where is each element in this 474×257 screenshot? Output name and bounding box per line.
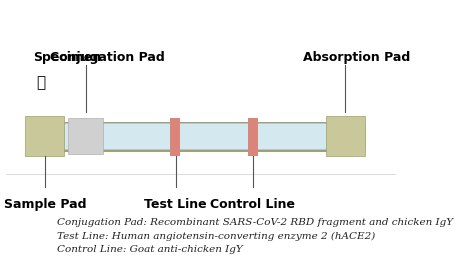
Text: Test Line: Human angiotensin-converting enzyme 2 (hACE2): Test Line: Human angiotensin-converting … xyxy=(56,232,375,241)
Text: 🩸: 🩸 xyxy=(36,75,46,90)
Bar xyxy=(326,116,365,156)
Bar xyxy=(37,123,365,149)
Text: Control Line: Control Line xyxy=(210,198,295,211)
Bar xyxy=(68,118,103,154)
Bar xyxy=(26,116,64,156)
Bar xyxy=(170,118,180,156)
Bar xyxy=(37,122,365,152)
Text: Absorption Pad: Absorption Pad xyxy=(303,51,410,64)
Text: Test Line: Test Line xyxy=(144,198,207,211)
Text: Conjugation Pad: Conjugation Pad xyxy=(50,51,165,64)
Bar xyxy=(248,118,257,156)
Text: Specimen: Specimen xyxy=(33,51,101,64)
Text: Conjugation Pad: Recombinant SARS-CoV-2 RBD fragment and chicken IgY: Conjugation Pad: Recombinant SARS-CoV-2 … xyxy=(56,218,453,227)
Text: Control Line: Goat anti-chicken IgY: Control Line: Goat anti-chicken IgY xyxy=(56,245,242,254)
Text: Sample Pad: Sample Pad xyxy=(4,198,86,211)
